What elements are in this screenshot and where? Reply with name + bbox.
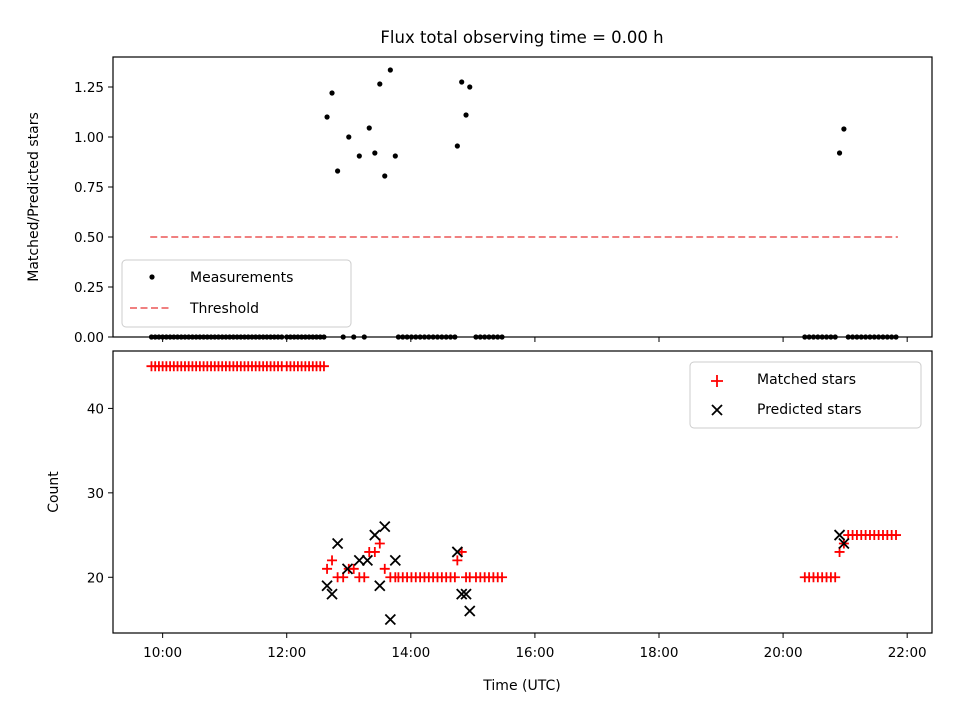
y-tick-label: 0.50: [74, 230, 104, 246]
matched-stars-point: [374, 538, 385, 549]
y-tick-label: 30: [87, 486, 104, 502]
measurement-point: [387, 67, 393, 73]
measurement-point: [372, 150, 378, 156]
predicted-stars-point: [833, 529, 846, 541]
matched-stars-point: [318, 361, 329, 372]
matched-stars-point: [322, 563, 333, 574]
top-y-axis-label: Matched/Predicted stars: [26, 112, 42, 282]
measurement-point: [841, 126, 847, 132]
y-tick-label: 0.00: [74, 330, 104, 346]
measurement-point: [324, 114, 330, 120]
predicted-stars-point: [384, 613, 396, 626]
x-tick-label: 12:00: [267, 645, 306, 661]
top-legend-frame: [121, 259, 352, 328]
top-panel: 0.00 0.25 0.50 0.75 1.00 1.25 Matched/Predict…: [26, 56, 933, 346]
legend-predicted-label: Predicted stars: [757, 402, 862, 418]
measurement-point: [454, 143, 460, 149]
x-tick-label: 16:00: [515, 645, 554, 661]
measurement-point: [382, 173, 388, 179]
measurement-point: [463, 112, 469, 118]
legend-matched-marker: [711, 375, 723, 387]
top-legend: Measurements Threshold: [121, 259, 352, 328]
predicted-stars-point: [389, 554, 401, 567]
measurement-point: [459, 79, 465, 85]
predicted-stars-point: [353, 554, 365, 567]
matched-stars-point: [369, 546, 380, 557]
predicted-stars-point: [321, 580, 333, 592]
measurement-point: [329, 90, 335, 96]
chart-title: Flux total observing time = 0.00 h: [380, 28, 663, 47]
bottom-y-axis-label: Count: [46, 471, 62, 513]
predicted-stars-point: [379, 520, 391, 533]
matched-stars-point: [891, 530, 902, 541]
predicted-stars-point: [369, 529, 381, 541]
matched-stars-point: [348, 563, 359, 574]
y-tick-label: 0.75: [74, 180, 104, 196]
legend-measurements-label: Measurements: [190, 270, 293, 286]
matched-stars-point: [497, 572, 508, 583]
top-panel-frame: [112, 56, 933, 338]
bottom-panel-frame: [112, 350, 933, 634]
x-tick-label: 18:00: [640, 645, 679, 661]
measurement-point: [377, 81, 383, 87]
bottom-legend-frame: [689, 361, 922, 429]
matched-stars-point: [830, 572, 841, 583]
legend-measurements-marker: [149, 274, 155, 280]
measurement-point: [392, 153, 398, 159]
predicted-stars-point: [361, 554, 374, 567]
predicted-stars-point: [341, 563, 354, 575]
measurement-point: [356, 153, 362, 159]
measurement-point: [346, 134, 352, 140]
y-tick-label: 1.25: [74, 80, 104, 96]
top-panel-ticks: 0.00 0.25 0.50 0.75 1.00 1.25: [74, 80, 908, 346]
matched-stars-point: [379, 563, 390, 574]
measurement-point: [836, 150, 843, 156]
bottom-panel-plot-area: [146, 361, 902, 626]
matched-stars-point: [327, 555, 338, 566]
x-tick-label: 20:00: [764, 645, 803, 661]
y-tick-label: 1.00: [74, 130, 104, 146]
predicted-stars-point: [331, 537, 344, 550]
matched-stars-point: [359, 572, 370, 583]
y-tick-label: 0.25: [74, 280, 104, 296]
x-tick-label: 14:00: [391, 645, 430, 661]
predicted-stars-point: [464, 605, 476, 617]
x-tick-label: 10:00: [143, 645, 182, 661]
measurement-point: [366, 125, 372, 131]
predicted-stars-point: [374, 580, 386, 592]
predicted-stars-point: [451, 546, 463, 558]
predicted-stars-point: [456, 588, 468, 600]
predicted-stars-point: [460, 588, 472, 600]
bottom-panel: 10:00 12:00 14:00 16:00 18:00 20:00 22:00 20 30 4…: [46, 350, 933, 694]
measurement-point: [335, 168, 341, 174]
x-tick-label: 22:00: [888, 645, 927, 661]
matched-stars-point: [452, 555, 463, 566]
legend-matched-label: Matched stars: [757, 372, 856, 388]
y-tick-label: 40: [87, 401, 104, 417]
legend-predicted-marker: [711, 404, 723, 416]
x-axis-label: Time (UTC): [482, 678, 560, 694]
bottom-panel-ticks: 10:00 12:00 14:00 16:00 18:00 20:00 22:00 20 30 4…: [87, 401, 927, 661]
predicted-stars-point: [326, 588, 338, 600]
measurement-point: [467, 84, 473, 90]
predicted-stars-point: [838, 537, 850, 550]
y-tick-label: 20: [87, 570, 104, 586]
bottom-legend: Matched stars Predicted stars: [689, 361, 922, 429]
legend-threshold-label: Threshold: [189, 301, 259, 317]
matched-stars-point: [449, 572, 460, 583]
